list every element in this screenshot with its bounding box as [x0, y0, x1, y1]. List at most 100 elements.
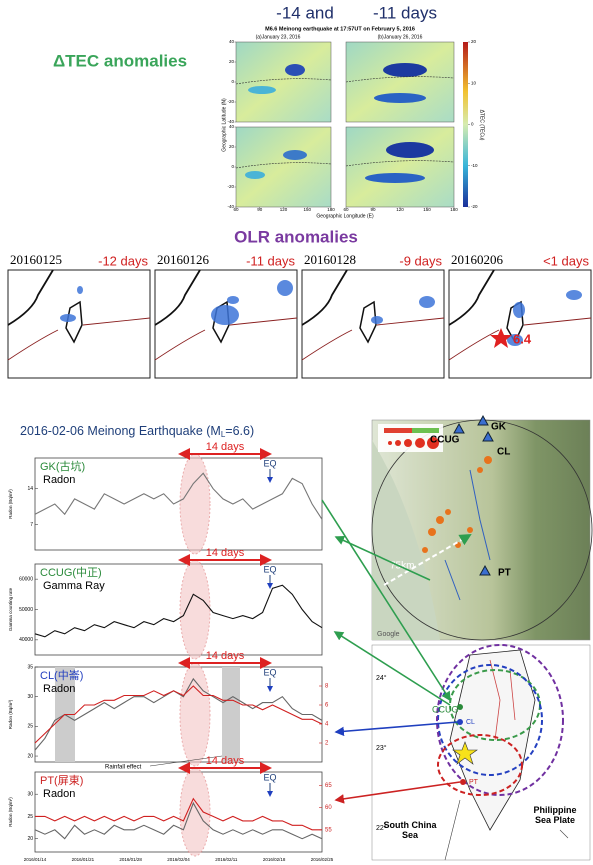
y-tick-label: 0 [231, 79, 234, 84]
lat-label: 23° [376, 744, 387, 752]
anomaly-window [180, 768, 210, 856]
credit: Google [377, 631, 400, 638]
y-tick-label: 40 [229, 39, 235, 44]
x-tick-label: 2016/02/18 [263, 857, 286, 862]
x-tick-label: 2016/01/28 [119, 857, 142, 862]
eq-label: EQ [263, 667, 276, 677]
station-label: CCUG(中正) [40, 566, 102, 579]
eq-label: EQ [263, 564, 276, 574]
colorbar-tick-label: -10 [471, 163, 478, 168]
station-label: PT [498, 568, 511, 579]
y-tick-label: 40 [229, 124, 235, 129]
lat-label: 24° [376, 674, 387, 682]
y-axis-label: Radon (Bq/m³) [8, 489, 13, 519]
colorbar-tick-label: 0 [471, 122, 474, 127]
colorbar-tick-label: 10 [471, 80, 477, 85]
y-tick-label: 40000 [19, 637, 33, 643]
measure-label: Radon [43, 474, 75, 486]
figure: -14 and -11 days M6.6 Meinong earthquake… [0, 0, 593, 865]
x-tick-label: 2016/02/11 [215, 857, 238, 862]
olr-date: 20160206 [451, 252, 504, 267]
olr-anomaly [513, 302, 525, 318]
y-tick-label: 20 [229, 59, 235, 64]
y-tick-label: 14 [27, 486, 33, 492]
olr-heading: OLR anomalies [234, 227, 358, 246]
olr-frame [449, 270, 591, 378]
axis-label: ΔTEC (TECu) [479, 110, 485, 141]
olr-days: <1 days [543, 253, 589, 268]
y2-tick-label: 60 [325, 805, 332, 811]
y-tick-label: -20 [227, 184, 234, 189]
measure-label: Radon [43, 788, 75, 800]
olr-anomaly [211, 305, 239, 325]
olr-anomaly [227, 296, 239, 304]
tec-days: -11 days [373, 3, 437, 22]
panel-label: (a)January 23, 2016 [256, 34, 301, 40]
y-tick-label: 60000 [19, 576, 33, 582]
magnitude: 6.4 [513, 331, 532, 346]
y-axis-label: Radon (Bq/m³) [8, 797, 13, 827]
window-label: 14 days [206, 650, 245, 662]
y-tick-label: 35 [27, 664, 33, 670]
y-axis-label: Gamma counting rate [8, 587, 13, 631]
olr-anomaly [277, 280, 293, 296]
y-tick-label: 20 [27, 836, 33, 842]
x-tick-label: 180 [450, 207, 458, 212]
olr-panel: 20160126-11 days [155, 252, 297, 378]
olr-days: -12 days [98, 253, 148, 268]
olr-date: 20160126 [157, 252, 210, 267]
station-label: PT(屏東) [40, 774, 83, 787]
x-tick-label: 90 [370, 207, 376, 212]
olr-anomaly [566, 290, 582, 300]
x-tick-label: 150 [423, 207, 431, 212]
y-tick-label: 25 [27, 724, 33, 730]
olr-panel: 20160128 -9 days [302, 252, 444, 378]
colorbar-tick-label: -20 [471, 204, 478, 209]
y-tick-label: 20 [27, 753, 33, 759]
x-tick-label: 2016/02/04 [167, 857, 190, 862]
rainfall-band [222, 667, 240, 762]
y-tick-label: 7 [30, 522, 33, 528]
tec-maps [236, 42, 468, 207]
olr-anomaly [371, 316, 383, 324]
window-label: 14 days [206, 755, 245, 767]
station-label: CL [466, 719, 475, 726]
anomaly-window [180, 454, 210, 554]
anomaly-window [180, 663, 210, 766]
y2-tick-label: 8 [325, 684, 329, 690]
window-label: 14 days [206, 547, 245, 559]
y2-tick-label: 6 [325, 703, 329, 709]
y2-tick-label: 55 [325, 827, 332, 833]
window-label: 14 days [206, 441, 245, 453]
tec-title: M6.6 Meinong earthquake at 17:57UT on Fe… [265, 26, 415, 32]
axis-label: Geographic Longitude (E) [316, 213, 374, 219]
anomaly-window [180, 560, 210, 659]
radius-label: 75km [390, 561, 414, 572]
olr-panel: 20160206 <1 days 6.4 [449, 252, 591, 378]
y-tick-label: 20 [229, 144, 235, 149]
x-tick-label: 2016/02/25 [311, 857, 334, 862]
y-tick-label: -20 [227, 99, 234, 104]
ts-chart: 14 daysEQ714GK(古坑)RadonRadon (Bq/m³) [8, 441, 322, 554]
station-label: CCUG [432, 704, 459, 714]
y-tick-label: 30 [27, 694, 33, 700]
station-label: CCUG [430, 435, 460, 446]
colorbar-tick-label: 20 [471, 39, 477, 44]
station-label: GK [491, 422, 507, 433]
y2-tick-label: 65 [325, 783, 332, 789]
rainfall-label: Rainfall effect [105, 765, 142, 771]
olr-frame [302, 270, 444, 378]
olr-date: 20160125 [10, 252, 62, 267]
station-label: PT [469, 779, 479, 786]
x-tick-label: 60 [233, 207, 239, 212]
y-axis-label: Radon (Bq/m³) [8, 699, 13, 729]
station-label: GK(古坑) [40, 459, 85, 473]
olr-days: -9 days [399, 253, 442, 268]
olr-date: 20160128 [304, 252, 356, 267]
y2-tick-label: 2 [325, 741, 329, 747]
x-tick-label: 60 [343, 207, 349, 212]
x-tick-label: 2016/01/14 [24, 857, 47, 862]
tec-days: -14 and [276, 3, 334, 22]
